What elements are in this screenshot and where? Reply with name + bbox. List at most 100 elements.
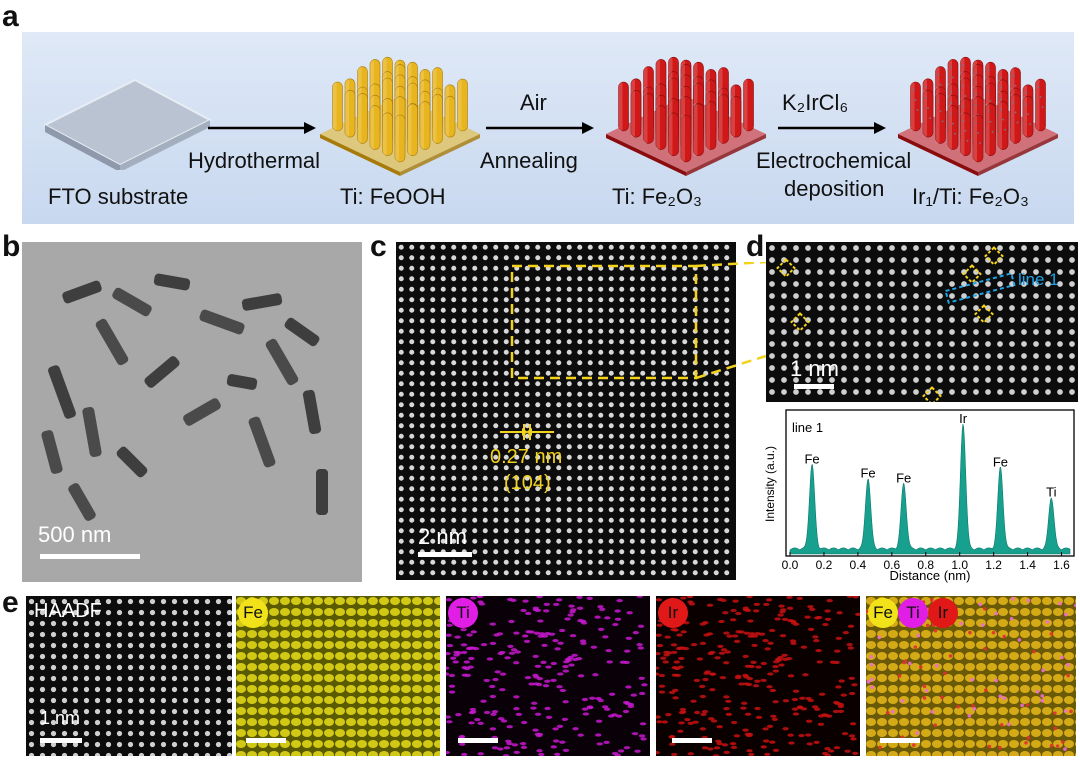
nanorod xyxy=(382,112,393,157)
x-tick-label: 0.2 xyxy=(816,558,833,572)
label-deposition: deposition xyxy=(784,176,885,201)
tem-scalebar xyxy=(40,554,140,559)
nanorod xyxy=(655,105,667,150)
tem-rod xyxy=(316,469,328,515)
ir-map: Ir xyxy=(656,596,860,756)
nanorod xyxy=(1035,78,1046,132)
tem-rod xyxy=(226,374,258,390)
line-profile-chart: line 1 Distance (nm) Intensity (a.u.) 0.… xyxy=(763,409,1075,583)
nanorod xyxy=(693,103,704,157)
nanorod xyxy=(947,105,959,150)
nanorod xyxy=(680,114,692,163)
stage-ti-feooh: Ti: FeOOH xyxy=(340,184,446,209)
panel-label-b: b xyxy=(2,230,21,263)
c-scalebar xyxy=(418,552,472,557)
panel-label-e: e xyxy=(2,586,19,619)
tem-rod xyxy=(183,398,221,426)
overlay-ir-badge: Ir xyxy=(928,598,958,628)
overlay-elemental-map xyxy=(866,596,1076,756)
tem-rod xyxy=(68,483,96,521)
label-electrochemical: Electrochemical xyxy=(756,148,912,173)
nanorod xyxy=(1010,94,1021,144)
e-scalebar xyxy=(40,738,82,743)
d-scalebar xyxy=(794,384,834,389)
x-tick-label: 0.6 xyxy=(883,558,900,572)
nanorod xyxy=(1022,95,1034,138)
fe-map: Fe xyxy=(236,596,440,756)
overlay-map: Fe Ti Ir xyxy=(866,596,1076,756)
ti-badge: Ti xyxy=(448,598,478,628)
atomic-lattice-c xyxy=(398,244,730,576)
peak-label: Fe xyxy=(993,454,1008,469)
haadf-stem-image-c: 0.27 nm (104) 2 nm xyxy=(396,242,736,580)
x-tick-label: 1.0 xyxy=(951,558,968,572)
nanorod xyxy=(718,94,729,144)
nanorod xyxy=(344,89,356,138)
fe-badge: Fe xyxy=(238,598,268,628)
stage-ir-ti-fe2o3: Ir₁/Ti: Fe₂O₃ xyxy=(912,184,1029,209)
nanorod xyxy=(332,81,343,132)
nanorod xyxy=(922,89,934,138)
tem-rod xyxy=(284,317,320,347)
x-tick-label: 1.2 xyxy=(985,558,1002,572)
nanorod xyxy=(444,95,456,138)
x-tick-label: 1.4 xyxy=(1019,558,1036,572)
nanorod xyxy=(618,81,629,132)
nanorod xyxy=(730,95,742,138)
tem-nanorods xyxy=(41,273,328,521)
peak-label: Ti xyxy=(1046,484,1056,499)
label-k2ircl6: K₂IrCl₆ xyxy=(782,90,849,115)
panel-label-c: c xyxy=(370,230,387,263)
tem-rod xyxy=(41,430,63,474)
ir-badge: Ir xyxy=(658,598,688,628)
peak-label: Fe xyxy=(860,465,875,480)
nanorod xyxy=(432,94,443,144)
tem-rod xyxy=(265,338,299,386)
tem-rod xyxy=(241,293,283,311)
overlay-fe-badge: Fe xyxy=(868,598,898,628)
x-tick-label: 1.6 xyxy=(1053,558,1070,572)
c-scalebar-label: 2 nm xyxy=(418,524,467,549)
nanorod xyxy=(985,103,996,157)
tem-rod xyxy=(248,416,276,468)
nanorod xyxy=(457,78,468,132)
label-hydrothermal: Hydrothermal xyxy=(188,148,321,173)
single-atom-markers xyxy=(776,246,1016,402)
arrow-2 xyxy=(486,122,594,134)
feooh-nanorods-illustration xyxy=(320,56,480,176)
fe2o3-nanorods-illustration xyxy=(606,56,766,176)
peak-labels: Fe Fe Fe Ir Fe Ti xyxy=(804,411,1056,499)
line1-label: line 1 xyxy=(1018,270,1059,289)
peak-label: Fe xyxy=(896,471,911,486)
x-tick-label: 0.8 xyxy=(917,558,934,572)
ir-scalebar xyxy=(672,738,712,743)
fe-scalebar xyxy=(246,738,286,743)
haadf-lattice xyxy=(28,598,232,756)
nanorod xyxy=(369,105,381,150)
label-air: Air xyxy=(520,90,547,115)
chart-title: line 1 xyxy=(792,420,823,435)
lattice-plane-label: (104) xyxy=(504,472,551,494)
panel-label-a: a xyxy=(2,0,19,33)
profile-area xyxy=(789,424,1071,555)
ir-fe2o3-nanorods-illustration xyxy=(898,56,1058,176)
peak-label: Ir xyxy=(959,411,968,426)
x-axis-label: Distance (nm) xyxy=(890,568,971,583)
tem-rod xyxy=(199,309,245,335)
nanorod xyxy=(407,103,418,157)
x-tick-label: 0.4 xyxy=(850,558,867,572)
nanorod xyxy=(997,101,1009,150)
tem-image: 500 nm xyxy=(22,242,362,582)
panel-label-d: d xyxy=(746,230,765,263)
nanorod xyxy=(743,78,754,132)
tem-rod xyxy=(116,446,148,478)
tem-scalebar-label: 500 nm xyxy=(38,522,112,547)
tem-rod xyxy=(153,273,191,291)
nanorod xyxy=(972,114,984,163)
nanorod xyxy=(419,101,431,150)
nanorod xyxy=(394,114,406,163)
tem-rod xyxy=(48,365,76,419)
chart-frame xyxy=(785,409,1075,557)
zoom-box-c xyxy=(500,264,698,440)
haadf-stem-image-d: line 1 1 nm xyxy=(766,242,1078,402)
